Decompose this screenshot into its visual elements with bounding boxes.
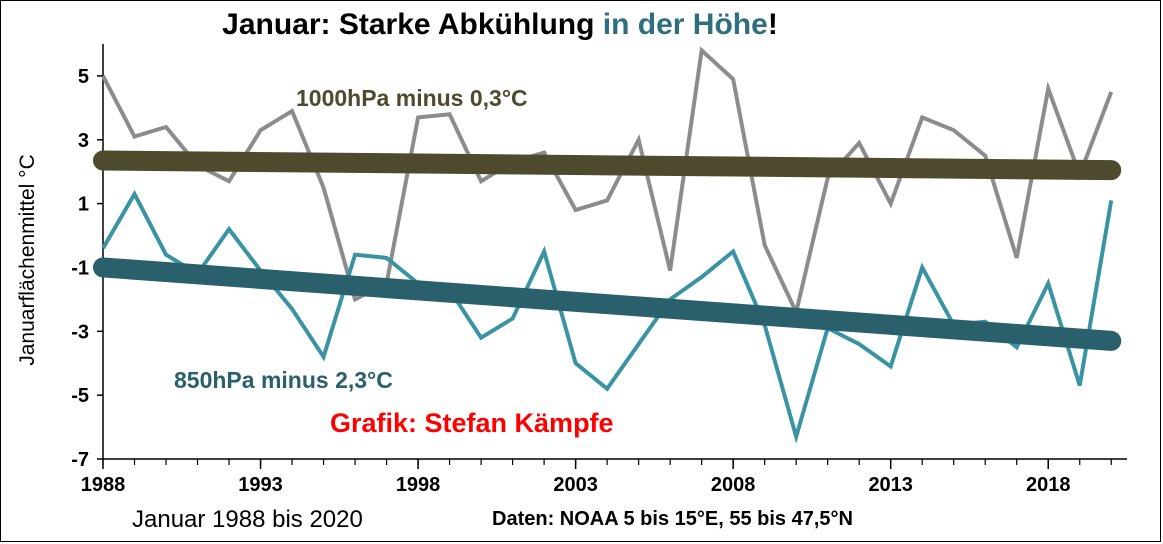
x-tick-label: 2008 — [711, 474, 756, 496]
x-tick-label: 1998 — [396, 474, 441, 496]
title-part-2: in der Höhe — [602, 8, 768, 41]
period-label: Januar 1988 bis 2020 — [132, 506, 363, 533]
y-tick-label: -5 — [71, 385, 89, 407]
x-tick-label: 2003 — [553, 474, 598, 496]
data-source-label: Daten: NOAA 5 bis 15°E, 55 bis 47,5°N — [492, 508, 853, 530]
x-tick-label: 1988 — [81, 474, 126, 496]
y-tick-label: 3 — [78, 130, 89, 152]
title-part-3: ! — [767, 8, 778, 41]
series-line-t1000 — [101, 46, 1114, 319]
y-tick-label: -7 — [71, 449, 89, 471]
y-tick-label: -3 — [71, 321, 89, 343]
annotation-a1000: 1000hPa minus 0,3°C — [296, 85, 528, 111]
x-tick-label: 2013 — [868, 474, 913, 496]
trend-line-trend1000 — [93, 150, 1122, 181]
annotation-credit: Grafik: Stefan Kämpfe — [330, 408, 614, 438]
trend-line-trend850 — [93, 257, 1122, 351]
series-line-t850 — [101, 189, 1114, 444]
y-tick-label: 1 — [78, 194, 89, 216]
x-tick-label: 1993 — [238, 474, 283, 496]
annotation-a850: 850hPa minus 2,3°C — [174, 367, 393, 393]
y-tick-label: -1 — [71, 257, 89, 279]
title-part-1: Januar: Starke Abkühlung — [222, 8, 603, 41]
y-tick-label: 5 — [78, 66, 89, 88]
x-tick-label: 2018 — [1026, 474, 1071, 496]
chart-title: Januar: Starke Abkühlung in der Höhe! — [0, 8, 1000, 42]
